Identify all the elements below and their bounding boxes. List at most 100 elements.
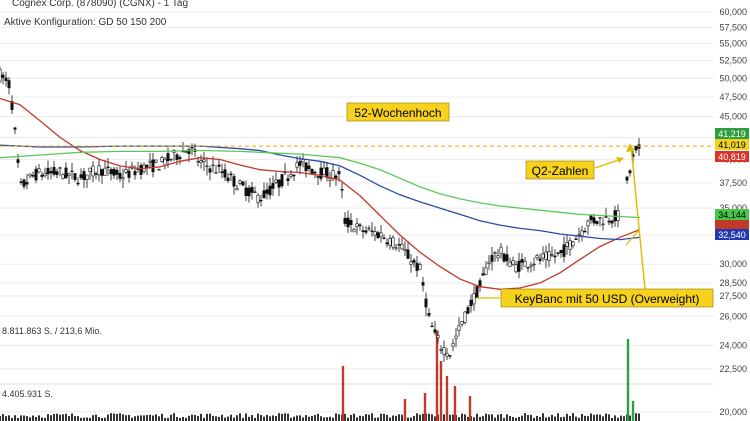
volume-bar bbox=[35, 417, 37, 421]
candle-body bbox=[244, 187, 248, 196]
volume-bar bbox=[116, 413, 118, 421]
candle-body bbox=[97, 165, 101, 176]
volume-bar bbox=[188, 415, 190, 421]
candle-body bbox=[118, 172, 122, 179]
volume-bar bbox=[500, 413, 502, 421]
candle-body bbox=[442, 347, 446, 355]
candle-body bbox=[490, 255, 494, 262]
volume-bar bbox=[341, 366, 345, 421]
volume-bar bbox=[350, 414, 352, 421]
volume-bar bbox=[506, 414, 508, 421]
candle-body bbox=[34, 168, 38, 181]
volume-bar bbox=[452, 414, 454, 421]
candle-body bbox=[160, 157, 164, 162]
volume-bar bbox=[293, 416, 295, 421]
candle-body bbox=[196, 160, 200, 163]
candle-body bbox=[124, 168, 128, 173]
volume-bar bbox=[608, 414, 610, 421]
candle-body bbox=[376, 232, 380, 239]
candle-body bbox=[589, 215, 593, 221]
candle-body bbox=[430, 325, 434, 328]
candle-body bbox=[115, 169, 119, 175]
volume-bar bbox=[77, 416, 79, 421]
candle-body bbox=[88, 167, 92, 172]
volume-bar bbox=[554, 416, 556, 421]
candle-body bbox=[457, 325, 461, 331]
candle-body bbox=[262, 190, 266, 199]
volume-bar bbox=[290, 417, 292, 421]
candle-body bbox=[505, 254, 509, 262]
volume-bar bbox=[206, 413, 208, 421]
annotation-52w-label: 52-Wochenhoch bbox=[354, 106, 441, 120]
volume-bar bbox=[173, 413, 175, 421]
candle-body bbox=[433, 329, 437, 333]
volume-bar bbox=[149, 414, 151, 421]
volume-bar bbox=[445, 376, 449, 421]
candle-body bbox=[223, 169, 227, 178]
annotation-keybanc-arrow-3 bbox=[625, 228, 641, 246]
candle-body bbox=[427, 313, 431, 316]
volume-bar bbox=[221, 414, 223, 421]
candle-body bbox=[556, 252, 560, 254]
volume-bar bbox=[422, 413, 424, 421]
candle-body bbox=[472, 293, 476, 305]
candle-body bbox=[484, 267, 488, 275]
candle-body bbox=[316, 176, 320, 178]
candle-body bbox=[406, 249, 410, 259]
volume-bar bbox=[602, 416, 604, 421]
volume-bar bbox=[593, 414, 595, 421]
volume-bar bbox=[227, 416, 229, 421]
candle-body bbox=[388, 238, 392, 246]
candle-body bbox=[0, 69, 2, 82]
candle-body bbox=[586, 220, 590, 227]
candle-body bbox=[412, 259, 416, 263]
candle-body bbox=[43, 172, 47, 177]
volume-bar bbox=[476, 413, 478, 421]
volume-bar bbox=[263, 416, 265, 421]
candle-body bbox=[289, 174, 293, 177]
volume-bar bbox=[209, 413, 211, 421]
volume-bar bbox=[23, 415, 25, 421]
candle-body bbox=[10, 101, 14, 110]
volume-bar bbox=[468, 396, 472, 421]
volume-bar bbox=[143, 415, 145, 421]
volume-bar bbox=[491, 414, 493, 421]
candle-body bbox=[361, 230, 365, 232]
volume-bar bbox=[311, 416, 313, 421]
annotation-q2-arrowhead bbox=[616, 157, 624, 163]
volume-bar bbox=[47, 414, 49, 421]
candle-body bbox=[208, 168, 212, 173]
volume-bar bbox=[521, 415, 523, 421]
volume-bar bbox=[329, 416, 331, 421]
candle-body bbox=[232, 176, 236, 187]
volume-bar bbox=[566, 413, 568, 421]
candle-body bbox=[595, 220, 599, 225]
volume-bar bbox=[620, 415, 622, 421]
volume-bar bbox=[104, 417, 106, 421]
y-tick-label: 45,000 bbox=[719, 112, 747, 122]
volume-bar bbox=[53, 413, 55, 421]
price-badge-label: 32,540 bbox=[718, 230, 746, 240]
candle-body bbox=[487, 261, 491, 264]
volume-bar bbox=[11, 417, 13, 421]
volume-bar bbox=[86, 417, 88, 421]
volume-bar bbox=[512, 417, 514, 421]
volume-bar bbox=[635, 413, 637, 421]
volume-bar bbox=[533, 417, 535, 421]
candle-body bbox=[106, 166, 110, 168]
candle-body bbox=[454, 335, 458, 339]
volume-bar bbox=[152, 415, 154, 421]
volume-bar bbox=[281, 413, 283, 421]
volume-bar bbox=[191, 414, 193, 421]
volume-bar bbox=[482, 416, 484, 421]
annotation-keybanc-label: KeyBanc mit 50 USD (Overweight) bbox=[515, 292, 700, 306]
candle-body bbox=[481, 273, 485, 276]
candle-body bbox=[133, 170, 137, 176]
candle-body bbox=[337, 171, 341, 175]
volume-bar bbox=[260, 414, 262, 421]
candle-body bbox=[346, 217, 350, 228]
volume-bar bbox=[536, 415, 538, 421]
candle-body bbox=[469, 299, 473, 307]
volume-bar bbox=[140, 415, 142, 421]
volume-bar bbox=[497, 414, 499, 421]
